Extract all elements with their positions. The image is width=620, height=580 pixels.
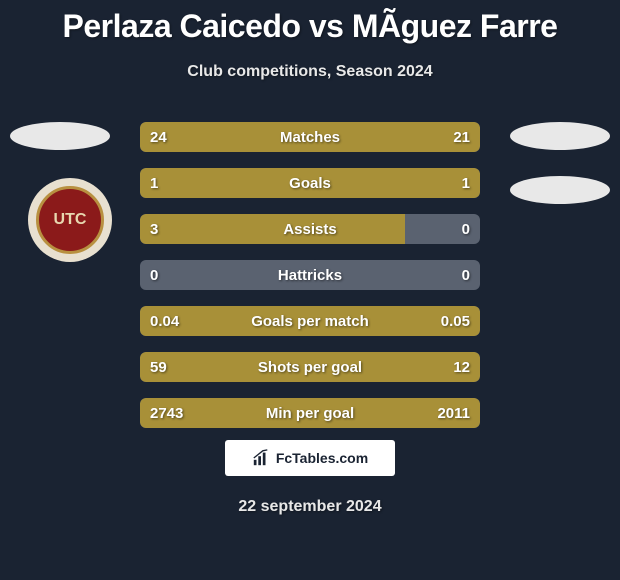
stat-row: 59Shots per goal12 <box>140 352 480 382</box>
right-player-oval-2 <box>510 176 610 204</box>
left-player-oval <box>10 122 110 150</box>
stat-label: Matches <box>140 122 480 152</box>
stat-label: Goals <box>140 168 480 198</box>
stat-value-right: 21 <box>453 122 470 152</box>
stat-row: 0.04Goals per match0.05 <box>140 306 480 336</box>
stat-row: 1Goals1 <box>140 168 480 198</box>
stat-value-right: 0.05 <box>441 306 470 336</box>
page-title: Perlaza Caicedo vs MÃ­guez Farre <box>0 0 620 45</box>
stat-row: 3Assists0 <box>140 214 480 244</box>
stat-label: Assists <box>140 214 480 244</box>
stat-value-right: 1 <box>462 168 470 198</box>
branding-text: FcTables.com <box>276 450 368 466</box>
stats-container: 24Matches211Goals13Assists00Hattricks00.… <box>140 122 480 444</box>
date-text: 22 september 2024 <box>0 498 620 516</box>
stat-value-right: 12 <box>453 352 470 382</box>
stat-label: Hattricks <box>140 260 480 290</box>
club-logo-text: UTC <box>36 186 104 254</box>
stat-value-right: 0 <box>462 260 470 290</box>
subtitle: Club competitions, Season 2024 <box>0 63 620 81</box>
branding-badge[interactable]: FcTables.com <box>225 440 395 476</box>
club-logo: UTC <box>28 178 112 262</box>
stat-label: Min per goal <box>140 398 480 428</box>
stat-label: Goals per match <box>140 306 480 336</box>
stat-row: 2743Min per goal2011 <box>140 398 480 428</box>
right-player-oval-1 <box>510 122 610 150</box>
stat-value-right: 2011 <box>437 398 470 428</box>
stat-label: Shots per goal <box>140 352 480 382</box>
stat-row: 0Hattricks0 <box>140 260 480 290</box>
chart-icon <box>252 449 270 467</box>
stat-value-right: 0 <box>462 214 470 244</box>
stat-row: 24Matches21 <box>140 122 480 152</box>
